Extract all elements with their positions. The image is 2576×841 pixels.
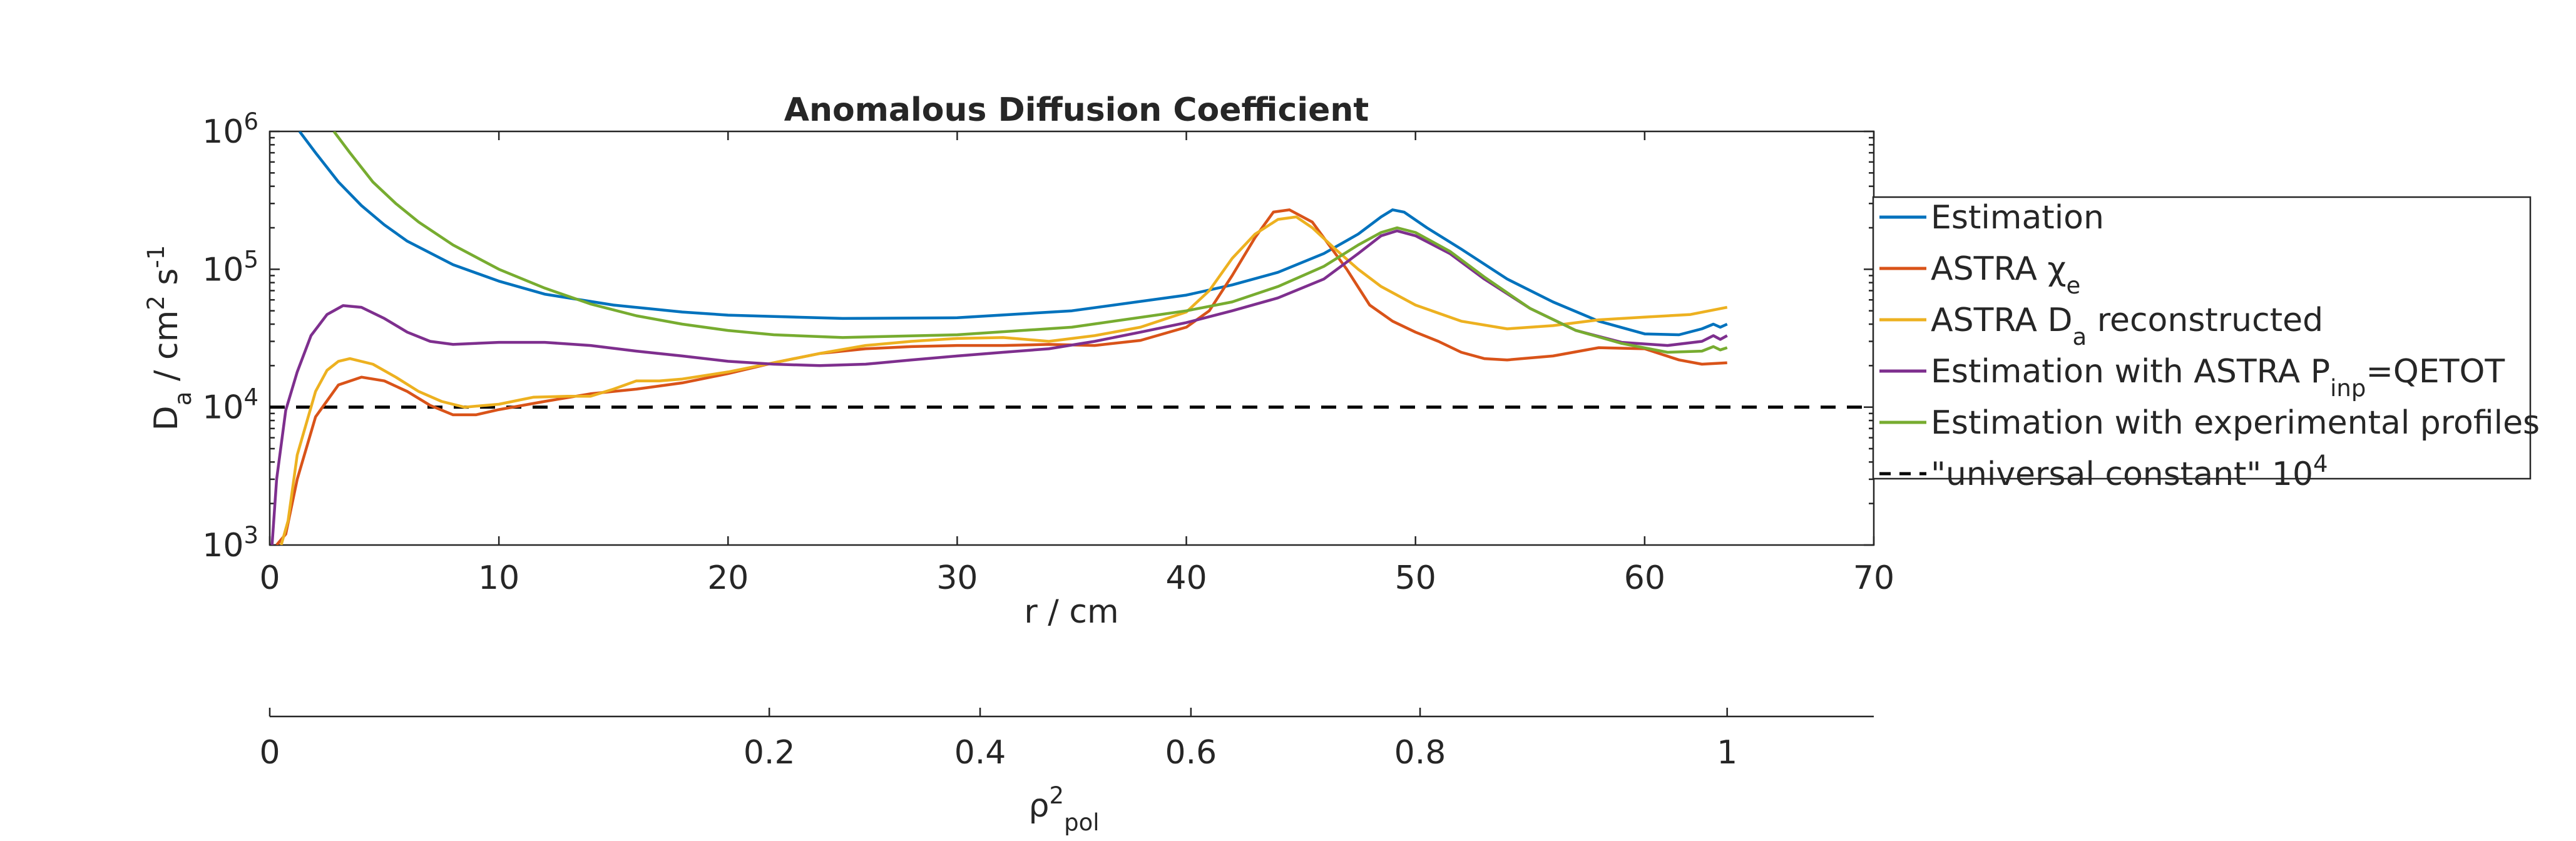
series-line-2 <box>275 208 1727 545</box>
legend-label: Estimation with ASTRA Pinp=QETOT <box>1931 353 2505 402</box>
y-tick-label: 104 <box>202 384 258 427</box>
y-tick-label: 105 <box>202 246 258 289</box>
y-axis: 103 104 105 106 <box>202 108 1874 565</box>
series-layer <box>270 131 1874 545</box>
legend-label: ASTRA χe <box>1931 250 2080 299</box>
secondary-axis-label: ρ2pol <box>1029 782 1100 836</box>
secondary-tick-label: 0.8 <box>1394 734 1446 772</box>
secondary-x-axis: 0 0.2 0.4 0.6 0.8 1 <box>259 708 1874 772</box>
legend-label: "universal constant" 104 <box>1931 451 2328 494</box>
secondary-tick-label: 0.2 <box>744 734 795 772</box>
x-tick-label: 70 <box>1853 559 1894 597</box>
legend-label: Estimation <box>1931 199 2104 237</box>
secondary-tick-label: 0 <box>259 734 280 772</box>
legend-label: Estimation with experimental profiles <box>1931 404 2540 442</box>
secondary-tick-label: 1 <box>1717 734 1737 772</box>
y-tick-label: 103 <box>202 522 258 565</box>
x-tick-label: 10 <box>478 559 519 597</box>
x-tick-label: 40 <box>1165 559 1207 597</box>
x-tick-label: 50 <box>1395 559 1436 597</box>
y-tick-label: 106 <box>202 108 258 151</box>
secondary-tick-label: 0.4 <box>954 734 1006 772</box>
x-axis: 0 10 20 30 40 50 60 70 <box>259 131 1894 597</box>
x-tick-label: 60 <box>1624 559 1665 597</box>
x-axis-label: r / cm <box>1024 593 1118 631</box>
legend-label: ASTRA Da reconstructed <box>1931 302 2323 350</box>
legend-box <box>1872 196 2532 480</box>
x-tick-label: 30 <box>936 559 978 597</box>
y-axis-label: Da / cm2 s-1 <box>143 245 197 431</box>
x-tick-label: 20 <box>707 559 749 597</box>
chart-title: Anomalous Diffusion Coefficient <box>784 91 1369 129</box>
series-line-1 <box>298 131 1728 337</box>
x-tick-label: 0 <box>259 559 280 597</box>
plot-area: 0 10 20 30 40 50 60 70 103 104 105 106 <box>202 108 1894 598</box>
series-line-3 <box>280 215 1728 545</box>
series-line-5 <box>332 131 1728 354</box>
secondary-tick-label: 0.6 <box>1165 734 1217 772</box>
